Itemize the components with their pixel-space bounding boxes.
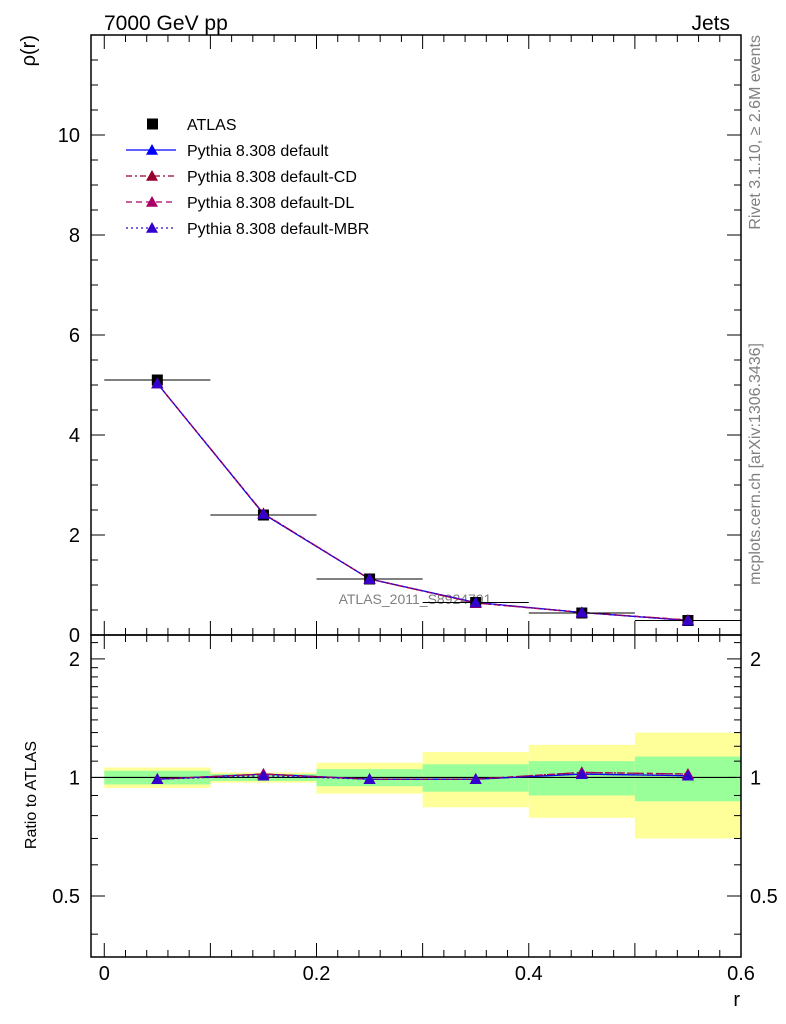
main-series-marker [575,606,588,618]
ratio-series-marker [257,769,270,781]
legend: ATLAS Pythia 8.308 default Pythia 8.308 de… [126,117,369,238]
ratio-series-marker [469,773,482,784]
series-lines [156,383,688,780]
ratio-y-axis-label: Ratio to ATLAS [23,741,40,849]
uncertainty-bands [104,732,741,839]
main-series-marker [363,573,376,584]
legend-label: Pythia 8.308 default-DL [187,195,354,212]
main-y-tick-label: 0 [69,625,80,647]
legend-label: Pythia 8.308 default [187,143,329,160]
legend-label: Pythia 8.308 default-MBR [187,221,369,238]
x-tick-label: 0.4 [515,963,543,985]
legend-marker [146,222,158,233]
rivet-label: Rivet 3.1.10, ≥ 2.6M events [747,35,764,230]
ratio-series-line [157,771,688,780]
ratio-series-marker [151,773,164,784]
x-axis-label: r [733,989,740,1011]
process-label: Jets [691,12,730,35]
ratio-y-tick-label-right: 0.5 [750,886,778,908]
mcplots-label: mcplots.cern.ch [arXiv:1306.3436] [747,343,764,585]
main-series-marker [257,508,270,519]
main-series-marker [681,614,694,626]
ratio-y-tick-label: 0.5 [52,886,80,908]
ratio-series-line [157,773,688,780]
legend-marker [146,144,158,155]
legend-atlas-marker [147,118,158,130]
energy-label: 7000 GeV pp [104,12,228,35]
ratio-y-tick-label: 2 [69,649,80,671]
main-series-marker [151,377,164,389]
legend-marker [146,170,158,181]
ratio-series-marker [363,773,376,784]
x-tick-label: 0.6 [727,963,755,985]
main-series-marker [469,596,482,608]
ratio-series-marker [575,768,588,779]
ratio-frame [90,634,742,958]
main-y-tick-label: 10 [58,125,80,147]
legend-marker [146,196,158,207]
main-series-line [156,383,688,622]
legend-atlas-label: ATLAS [187,117,237,134]
data-points [104,374,741,784]
ratio-series-marker [681,769,694,781]
legend-label: Pythia 8.308 default-CD [187,169,357,186]
main-y-tick-label: 6 [69,325,80,347]
analysis-watermark: ATLAS_2011_S8924791 [339,591,492,607]
ratio-y-tick-label-right: 2 [750,649,761,671]
main-series-line [156,383,688,621]
main-series-line [156,383,688,622]
ratio-y-tick-label-right: 1 [750,767,761,789]
main-series-line [156,383,688,621]
x-tick-label: 0.2 [303,963,331,985]
main-y-tick-label: 2 [69,525,80,547]
x-tick-label: 0 [99,963,110,985]
main-y-axis-label: ρ(r) [18,35,40,66]
main-y-tick-label: 4 [69,425,80,447]
main-y-tick-label: 8 [69,225,80,247]
ratio-y-tick-label: 1 [69,767,80,789]
